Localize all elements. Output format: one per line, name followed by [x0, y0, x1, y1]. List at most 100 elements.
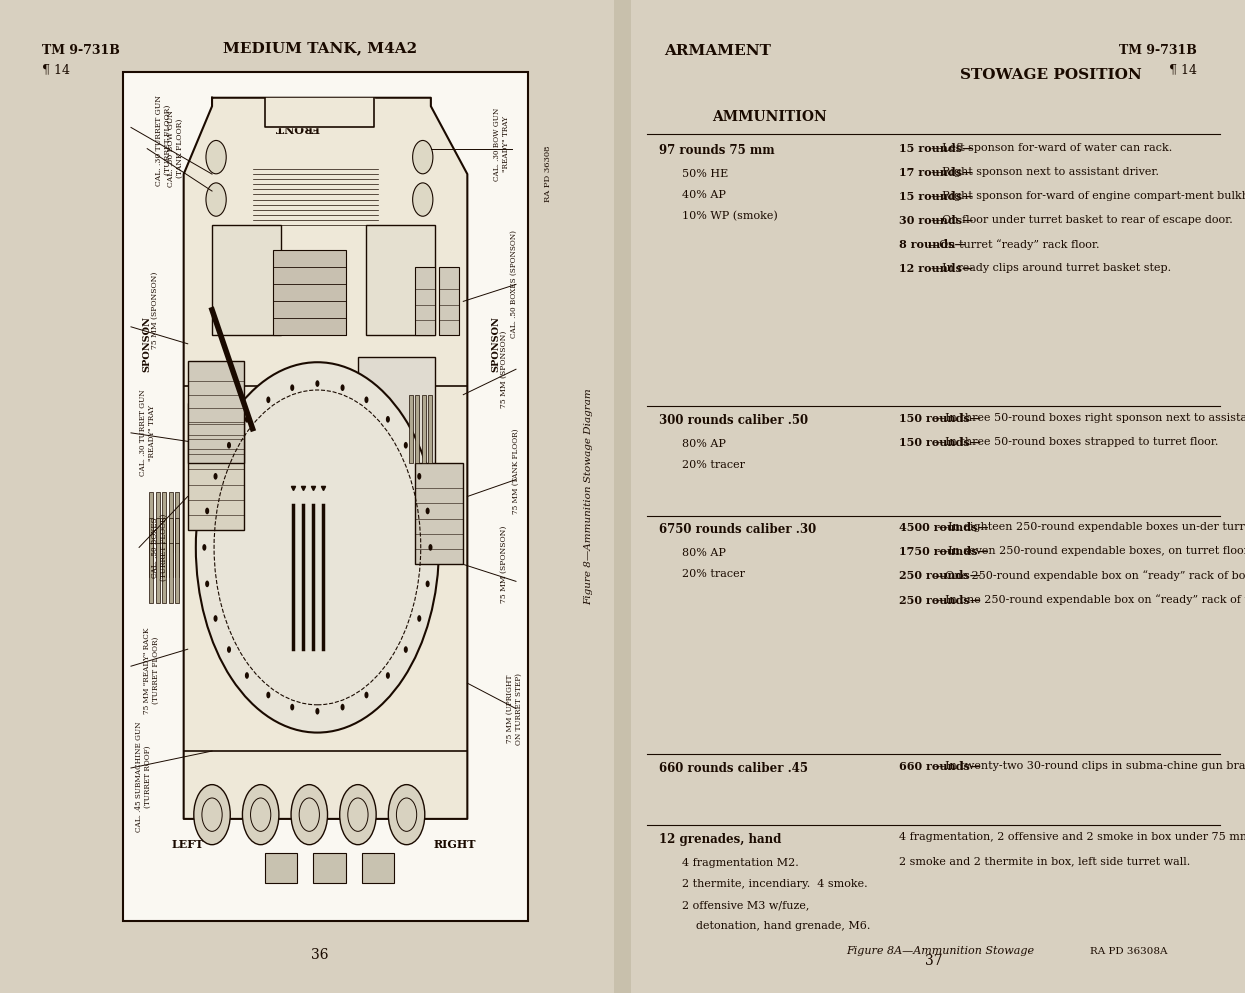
Circle shape [426, 581, 430, 587]
Bar [149, 543, 153, 603]
Circle shape [291, 784, 327, 845]
Circle shape [315, 380, 320, 387]
Text: STOWAGE POSITION: STOWAGE POSITION [960, 68, 1142, 81]
Circle shape [227, 646, 232, 652]
Bar [408, 394, 412, 463]
Text: —In three 50-round boxes strapped to turret floor.: —In three 50-round boxes strapped to tur… [934, 437, 1219, 447]
Text: 1750 rounds—: 1750 rounds— [899, 546, 989, 557]
Circle shape [213, 473, 218, 480]
Bar [176, 493, 179, 552]
Polygon shape [184, 97, 467, 819]
Text: SPONSON: SPONSON [492, 316, 500, 371]
Text: —In ready clips around turret basket step.: —In ready clips around turret basket ste… [931, 263, 1172, 273]
Circle shape [227, 442, 232, 449]
Bar [156, 543, 159, 603]
Bar [357, 356, 435, 467]
Text: AMMUNITION: AMMUNITION [712, 110, 827, 124]
Text: —In three 50-round boxes right sponson next to assistant driver.: —In three 50-round boxes right sponson n… [934, 413, 1245, 423]
Circle shape [213, 615, 218, 622]
Text: —In twenty-two 30-round clips in subma-chine gun bracket above turret radio.: —In twenty-two 30-round clips in subma-c… [934, 761, 1245, 771]
Text: —Left sponson for-ward of water can rack.: —Left sponson for-ward of water can rack… [931, 143, 1172, 153]
Bar [188, 360, 244, 463]
Text: 15 rounds—: 15 rounds— [899, 191, 972, 202]
Text: 4 fragmentation, 2 offensive and 2 smoke in box under 75 mm gunner’s seat.: 4 fragmentation, 2 offensive and 2 smoke… [899, 832, 1245, 842]
Text: 30 rounds—: 30 rounds— [899, 215, 972, 226]
Text: —In one 250-round expendable box on “ready” rack of turret machine gun.: —In one 250-round expendable box on “rea… [934, 595, 1245, 606]
Bar [176, 517, 179, 577]
Text: 660 rounds caliber .45: 660 rounds caliber .45 [659, 762, 808, 775]
Text: DRIVER: DRIVER [243, 261, 250, 299]
Circle shape [205, 140, 227, 174]
Bar [415, 463, 463, 564]
Text: ESCAPE
HATCH: ESCAPE HATCH [378, 403, 415, 420]
Text: 6750 rounds caliber .30: 6750 rounds caliber .30 [659, 523, 815, 536]
Bar [149, 493, 153, 552]
Circle shape [365, 692, 369, 698]
Bar [156, 517, 159, 577]
Text: RA PD 36308: RA PD 36308 [544, 146, 553, 203]
Text: —In seven 250-round expendable boxes, on turret floor under 75 mm gun.: —In seven 250-round expendable boxes, on… [937, 546, 1245, 556]
Bar [168, 493, 173, 552]
Text: —On turret “ready” rack floor.: —On turret “ready” rack floor. [928, 239, 1099, 250]
Text: 4500 rounds—: 4500 rounds— [899, 522, 989, 533]
Circle shape [290, 384, 294, 391]
Text: 15 rounds—: 15 rounds— [899, 143, 972, 154]
Ellipse shape [195, 362, 439, 733]
Circle shape [266, 396, 270, 403]
Circle shape [205, 183, 227, 216]
Text: CAL. .50 BOXES (SPONSON): CAL. .50 BOXES (SPONSON) [510, 230, 518, 339]
Bar [188, 403, 244, 530]
Text: 40% AP: 40% AP [682, 190, 726, 200]
Text: 12 rounds—: 12 rounds— [899, 263, 972, 274]
Text: detonation, hand grenade, M6.: detonation, hand grenade, M6. [682, 922, 870, 931]
Circle shape [417, 615, 421, 622]
Text: —Right sponson for-ward of engine compart-ment bulkhead.: —Right sponson for-ward of engine compar… [931, 191, 1245, 201]
Text: CAL. .30 TURRET GUN
"READY" TRAY: CAL. .30 TURRET GUN "READY" TRAY [138, 389, 156, 477]
Text: 2 offensive M3 w/fuze,: 2 offensive M3 w/fuze, [682, 900, 809, 911]
Polygon shape [265, 97, 375, 127]
Text: —Right sponson next to assistant driver.: —Right sponson next to assistant driver. [931, 167, 1159, 177]
Bar [439, 267, 459, 336]
Bar [168, 543, 173, 603]
Text: 150 rounds—: 150 rounds— [899, 437, 981, 448]
Text: CAL. .30 TURRET GUN
(TURRET FLOOR): CAL. .30 TURRET GUN (TURRET FLOOR) [154, 94, 172, 186]
Bar [212, 225, 281, 336]
Circle shape [365, 396, 369, 403]
Text: Figure 8A—Ammunition Stowage: Figure 8A—Ammunition Stowage [847, 946, 1035, 956]
Text: ¶ 14: ¶ 14 [1169, 63, 1198, 75]
Bar [149, 517, 153, 577]
Text: 75 MM (UPRIGHT
ON TURRET STEP): 75 MM (UPRIGHT ON TURRET STEP) [505, 672, 523, 745]
Bar [415, 267, 435, 336]
Text: 20% tracer: 20% tracer [682, 569, 746, 579]
Bar [428, 394, 432, 463]
Text: 300 rounds caliber .50: 300 rounds caliber .50 [659, 413, 808, 427]
Text: 150 rounds—: 150 rounds— [899, 413, 981, 424]
Text: CAL. .30 BOW GUN
(TANK FLOOR): CAL. .30 BOW GUN (TANK FLOOR) [167, 110, 184, 187]
Text: RA PD 36308A: RA PD 36308A [1091, 947, 1168, 956]
Text: 2 thermite, incendiary.  4 smoke.: 2 thermite, incendiary. 4 smoke. [682, 879, 868, 889]
Bar [162, 517, 167, 577]
Text: TM 9-731B: TM 9-731B [42, 44, 120, 57]
Bar [415, 394, 420, 463]
Text: 37: 37 [925, 954, 942, 968]
Text: 75 MM (SPONSON): 75 MM (SPONSON) [152, 271, 159, 349]
Text: ARMAMENT: ARMAMENT [665, 44, 772, 58]
Text: FRONT: FRONT [275, 122, 320, 133]
Text: 75 MM (SPONSON): 75 MM (SPONSON) [499, 331, 508, 408]
Circle shape [243, 784, 279, 845]
Text: MEDIUM TANK, M4A2: MEDIUM TANK, M4A2 [223, 41, 417, 55]
Circle shape [205, 507, 209, 514]
Text: Figure 8—Ammunition Stowage Diagram: Figure 8—Ammunition Stowage Diagram [584, 388, 594, 605]
Bar [123, 72, 528, 921]
Text: CAL. .30 BOW GUN
"READY" TRAY: CAL. .30 BOW GUN "READY" TRAY [493, 108, 510, 181]
Circle shape [426, 507, 430, 514]
Circle shape [403, 646, 408, 652]
Circle shape [290, 704, 294, 710]
Text: CAL. .50 BOXES
(TURRET FLOOR): CAL. .50 BOXES (TURRET FLOOR) [151, 513, 168, 581]
Text: 75 MM (TANK FLOOR): 75 MM (TANK FLOOR) [512, 428, 520, 513]
Text: 10% WP (smoke): 10% WP (smoke) [682, 211, 778, 221]
Bar [314, 853, 346, 883]
Circle shape [388, 784, 425, 845]
Circle shape [340, 784, 376, 845]
Circle shape [403, 442, 408, 449]
